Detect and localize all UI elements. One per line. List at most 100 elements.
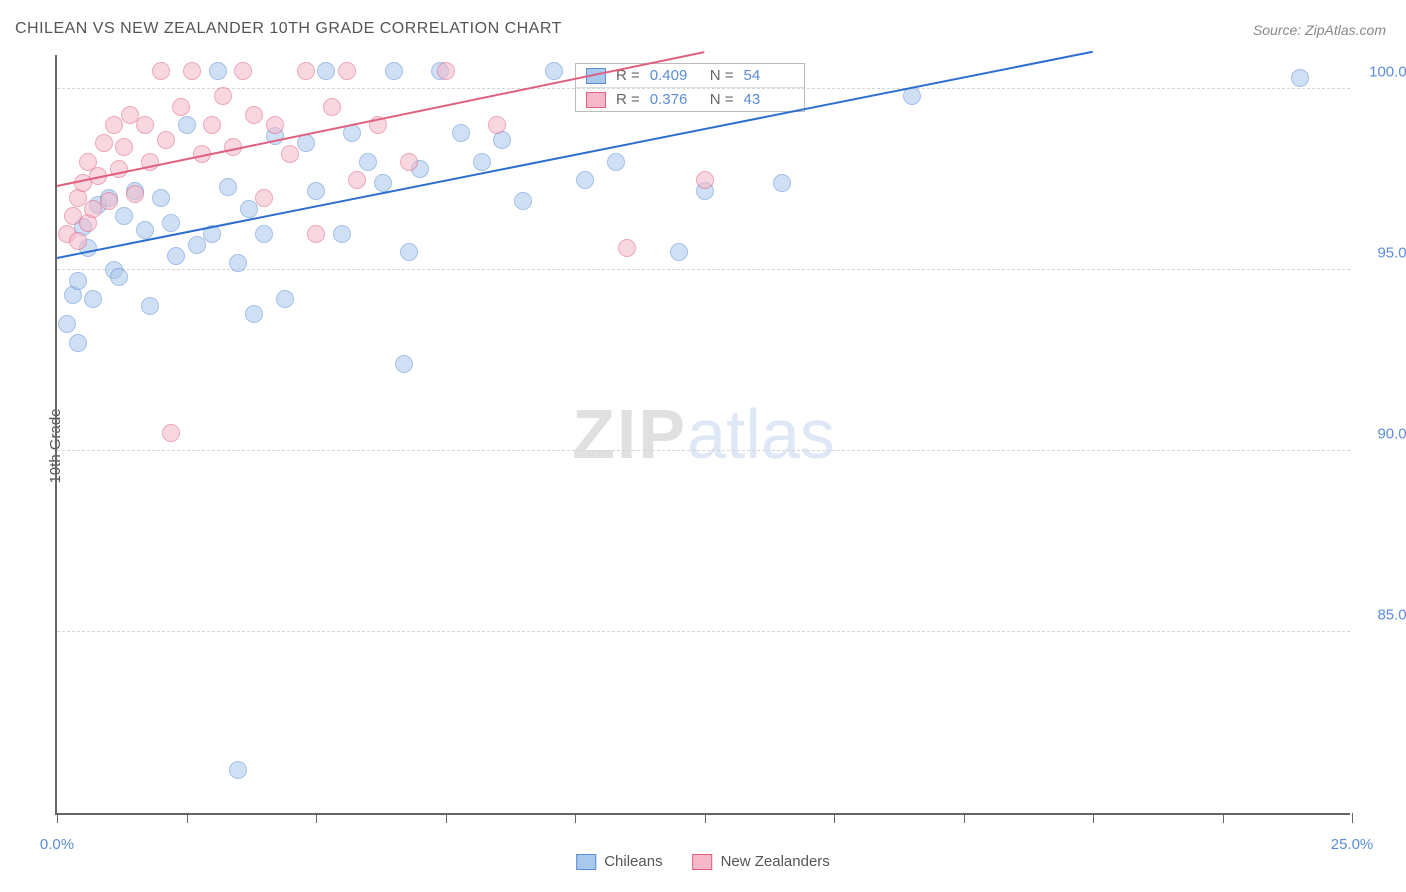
x-tick bbox=[1223, 813, 1224, 823]
data-point bbox=[126, 185, 144, 203]
gridline bbox=[57, 88, 1350, 89]
watermark: ZIPatlas bbox=[572, 394, 835, 474]
data-point bbox=[297, 134, 315, 152]
x-tick bbox=[1352, 813, 1353, 823]
stats-r-value: 0.409 bbox=[650, 67, 700, 84]
data-point bbox=[488, 116, 506, 134]
gridline bbox=[57, 269, 1350, 270]
data-point bbox=[209, 62, 227, 80]
data-point bbox=[437, 62, 455, 80]
data-point bbox=[266, 116, 284, 134]
data-point bbox=[152, 189, 170, 207]
stats-row: R =0.409N =54 bbox=[576, 64, 804, 87]
data-point bbox=[105, 116, 123, 134]
legend-item: New Zealanders bbox=[693, 853, 830, 870]
data-point bbox=[514, 192, 532, 210]
stats-n-label: N = bbox=[710, 67, 734, 84]
stats-n-value: 43 bbox=[744, 91, 794, 108]
x-tick bbox=[575, 813, 576, 823]
data-point bbox=[670, 243, 688, 261]
stats-n-label: N = bbox=[710, 91, 734, 108]
gridline bbox=[57, 631, 1350, 632]
data-point bbox=[136, 116, 154, 134]
data-point bbox=[172, 98, 190, 116]
data-point bbox=[115, 138, 133, 156]
data-point bbox=[276, 290, 294, 308]
x-tick bbox=[446, 813, 447, 823]
data-point bbox=[245, 106, 263, 124]
x-tick bbox=[705, 813, 706, 823]
data-point bbox=[100, 192, 118, 210]
data-point bbox=[203, 116, 221, 134]
legend-label: Chileans bbox=[604, 853, 662, 870]
data-point bbox=[219, 178, 237, 196]
legend-label: New Zealanders bbox=[721, 853, 830, 870]
data-point bbox=[229, 761, 247, 779]
stats-swatch bbox=[586, 92, 606, 108]
x-tick bbox=[1093, 813, 1094, 823]
gridline bbox=[57, 450, 1350, 451]
data-point bbox=[385, 62, 403, 80]
data-point bbox=[115, 207, 133, 225]
x-tick bbox=[316, 813, 317, 823]
data-point bbox=[167, 247, 185, 265]
data-point bbox=[395, 355, 413, 373]
x-tick bbox=[187, 813, 188, 823]
data-point bbox=[323, 98, 341, 116]
data-point bbox=[348, 171, 366, 189]
data-point bbox=[152, 62, 170, 80]
data-point bbox=[903, 87, 921, 105]
data-point bbox=[183, 62, 201, 80]
data-point bbox=[214, 87, 232, 105]
y-tick-label: 100.0% bbox=[1360, 64, 1406, 81]
data-point bbox=[255, 189, 273, 207]
data-point bbox=[84, 290, 102, 308]
stats-row: R =0.376N =43 bbox=[576, 87, 804, 111]
data-point bbox=[338, 62, 356, 80]
legend-swatch bbox=[576, 854, 596, 870]
data-point bbox=[452, 124, 470, 142]
data-point bbox=[307, 182, 325, 200]
data-point bbox=[333, 225, 351, 243]
data-point bbox=[359, 153, 377, 171]
data-point bbox=[162, 424, 180, 442]
y-tick-label: 85.0% bbox=[1360, 607, 1406, 624]
data-point bbox=[400, 153, 418, 171]
data-point bbox=[607, 153, 625, 171]
legend-swatch bbox=[693, 854, 713, 870]
plot-area: ZIPatlas R =0.409N =54R =0.376N =43 85.0… bbox=[55, 55, 1350, 815]
chart-title: CHILEAN VS NEW ZEALANDER 10TH GRADE CORR… bbox=[15, 20, 562, 38]
legend-item: Chileans bbox=[576, 853, 662, 870]
data-point bbox=[58, 315, 76, 333]
data-point bbox=[69, 334, 87, 352]
x-tick bbox=[964, 813, 965, 823]
stats-n-value: 54 bbox=[744, 67, 794, 84]
data-point bbox=[1291, 69, 1309, 87]
data-point bbox=[229, 254, 247, 272]
data-point bbox=[136, 221, 154, 239]
data-point bbox=[110, 268, 128, 286]
data-point bbox=[245, 305, 263, 323]
y-tick-label: 90.0% bbox=[1360, 426, 1406, 443]
data-point bbox=[234, 62, 252, 80]
data-point bbox=[545, 62, 563, 80]
data-point bbox=[240, 200, 258, 218]
x-tick bbox=[834, 813, 835, 823]
data-point bbox=[178, 116, 196, 134]
x-tick bbox=[57, 813, 58, 823]
y-tick-label: 95.0% bbox=[1360, 245, 1406, 262]
data-point bbox=[297, 62, 315, 80]
data-point bbox=[473, 153, 491, 171]
bottom-legend: Chileans New Zealanders bbox=[576, 853, 830, 870]
data-point bbox=[317, 62, 335, 80]
data-point bbox=[576, 171, 594, 189]
x-tick-label: 0.0% bbox=[40, 836, 74, 853]
data-point bbox=[188, 236, 206, 254]
data-point bbox=[773, 174, 791, 192]
stats-r-value: 0.376 bbox=[650, 91, 700, 108]
data-point bbox=[281, 145, 299, 163]
data-point bbox=[95, 134, 113, 152]
data-point bbox=[696, 171, 714, 189]
x-tick-label: 25.0% bbox=[1331, 836, 1374, 853]
data-point bbox=[618, 239, 636, 257]
